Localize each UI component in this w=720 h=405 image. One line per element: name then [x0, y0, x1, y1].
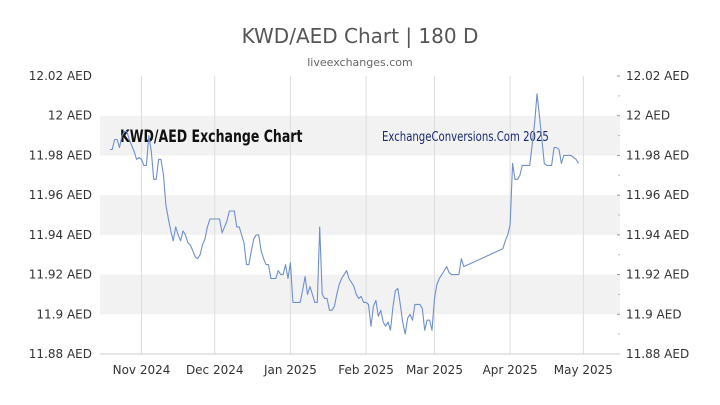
- x-tick-label: Apr 2025: [483, 363, 538, 377]
- y-tick-label-left: 11.94 AED: [29, 228, 92, 242]
- y-tick-label-right: 11.9 AED: [626, 307, 682, 321]
- series-line: [109, 93, 579, 335]
- y-tick-label-right: 11.92 AED: [626, 268, 689, 282]
- x-tick-label: Feb 2025: [338, 363, 394, 377]
- watermark-right: ExchangeConversions.Com 2025: [382, 129, 549, 145]
- y-tick-label-right: 11.98 AED: [626, 148, 689, 162]
- x-tick-label: May 2025: [554, 363, 613, 377]
- y-tick-label-left: 11.88 AED: [29, 347, 92, 361]
- watermark-left: KWD/AED Exchange Chart: [120, 127, 303, 147]
- grid-band: [100, 195, 620, 235]
- y-tick-label-right: 11.94 AED: [626, 228, 689, 242]
- x-tick-label: Nov 2024: [113, 363, 171, 377]
- grid-band: [100, 274, 620, 315]
- chart-source: liveexchanges.com: [307, 56, 413, 69]
- y-tick-label-left: 11.9 AED: [36, 307, 92, 321]
- y-tick-label-left: 11.96 AED: [29, 188, 92, 202]
- x-tick-label: Jan 2025: [263, 363, 317, 377]
- y-tick-label-left: 11.98 AED: [29, 148, 92, 162]
- x-tick-label: Mar 2025: [406, 363, 463, 377]
- y-tick-label-left: 12.02 AED: [29, 69, 92, 83]
- y-tick-label-left: 11.92 AED: [29, 268, 92, 282]
- y-tick-label-left: 12 AED: [48, 109, 92, 123]
- y-tick-label-right: 11.88 AED: [626, 347, 689, 361]
- y-tick-label-right: 11.96 AED: [626, 188, 689, 202]
- y-tick-label-right: 12 AED: [626, 109, 670, 123]
- x-tick-label: Dec 2024: [186, 363, 244, 377]
- chart-title: KWD/AED Chart | 180 D: [241, 24, 479, 48]
- y-tick-label-right: 12.02 AED: [626, 69, 689, 83]
